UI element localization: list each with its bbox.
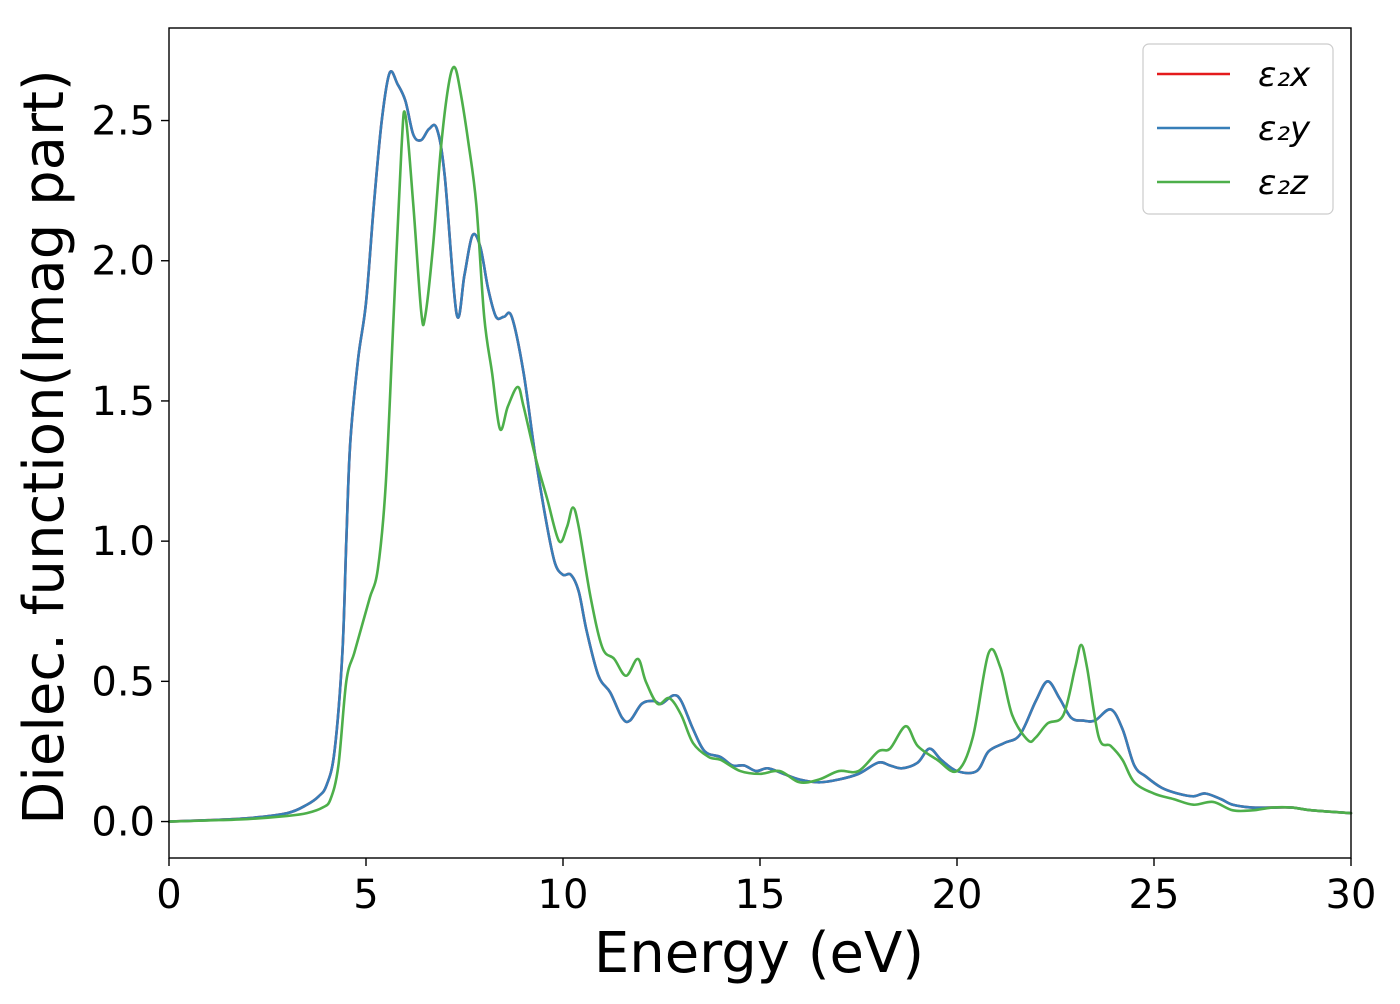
legend-entry-y: ε₂y [1157, 109, 1311, 149]
y-axis: 0.0 0.5 1.0 1.5 2.0 2.5 [91, 99, 169, 846]
plot-area [167, 27, 1353, 859]
series-layer [167, 65, 1353, 823]
x-tick-label: 10 [538, 872, 589, 918]
x-axis: 0 5 10 15 20 25 30 [156, 858, 1376, 918]
legend-label-z: ε₂z [1258, 163, 1309, 203]
x-tick-label: 0 [156, 872, 181, 918]
legend-label-x: ε₂x [1258, 55, 1311, 95]
y-tick-label: 2.0 [91, 239, 155, 285]
x-tick-label: 30 [1326, 872, 1377, 918]
y-tick-label: 1.5 [91, 379, 155, 425]
y-tick-label: 2.5 [91, 99, 155, 145]
legend-box [1142, 43, 1334, 215]
y-axis-title: Dielec. function(Imag part) [12, 69, 77, 825]
x-tick-label: 5 [353, 872, 378, 918]
legend-entry-x: ε₂x [1157, 55, 1311, 95]
x-tick-label: 20 [932, 872, 983, 918]
y-tick-label: 0.5 [91, 659, 155, 705]
legend: ε₂x ε₂y ε₂z [1142, 43, 1334, 215]
x-tick-label: 25 [1129, 872, 1180, 918]
series-line-z [167, 65, 1353, 823]
y-tick-label: 0.0 [91, 800, 155, 846]
x-tick-label: 15 [735, 872, 786, 918]
legend-entry-z: ε₂z [1157, 163, 1309, 203]
y-tick-label: 1.0 [91, 519, 155, 565]
legend-label-y: ε₂y [1258, 109, 1311, 149]
x-axis-title: Energy (eV) [594, 921, 924, 986]
